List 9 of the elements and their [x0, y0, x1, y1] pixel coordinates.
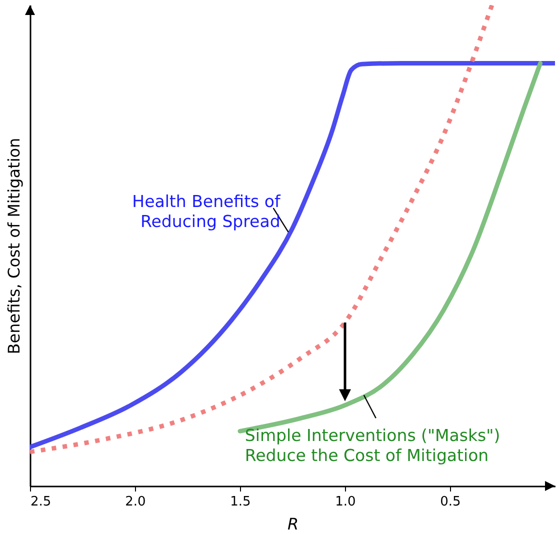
x-tick-label: 0.5	[440, 494, 461, 510]
x-tick-label: 1.5	[230, 494, 251, 510]
x-tick-label: 2.0	[125, 494, 146, 510]
annotation: Health Benefits of Reducing Spread	[132, 192, 282, 232]
x-tick-label: 2.5	[30, 494, 52, 510]
x-tick-label: 1.0	[335, 494, 356, 510]
x-axis-title: R	[287, 514, 299, 534]
annotation: Simple Interventions ("Masks") Reduce the Cost of Mitigation	[244, 426, 500, 466]
y-axis-title: Benefits, Cost of Mitigation	[4, 138, 24, 354]
